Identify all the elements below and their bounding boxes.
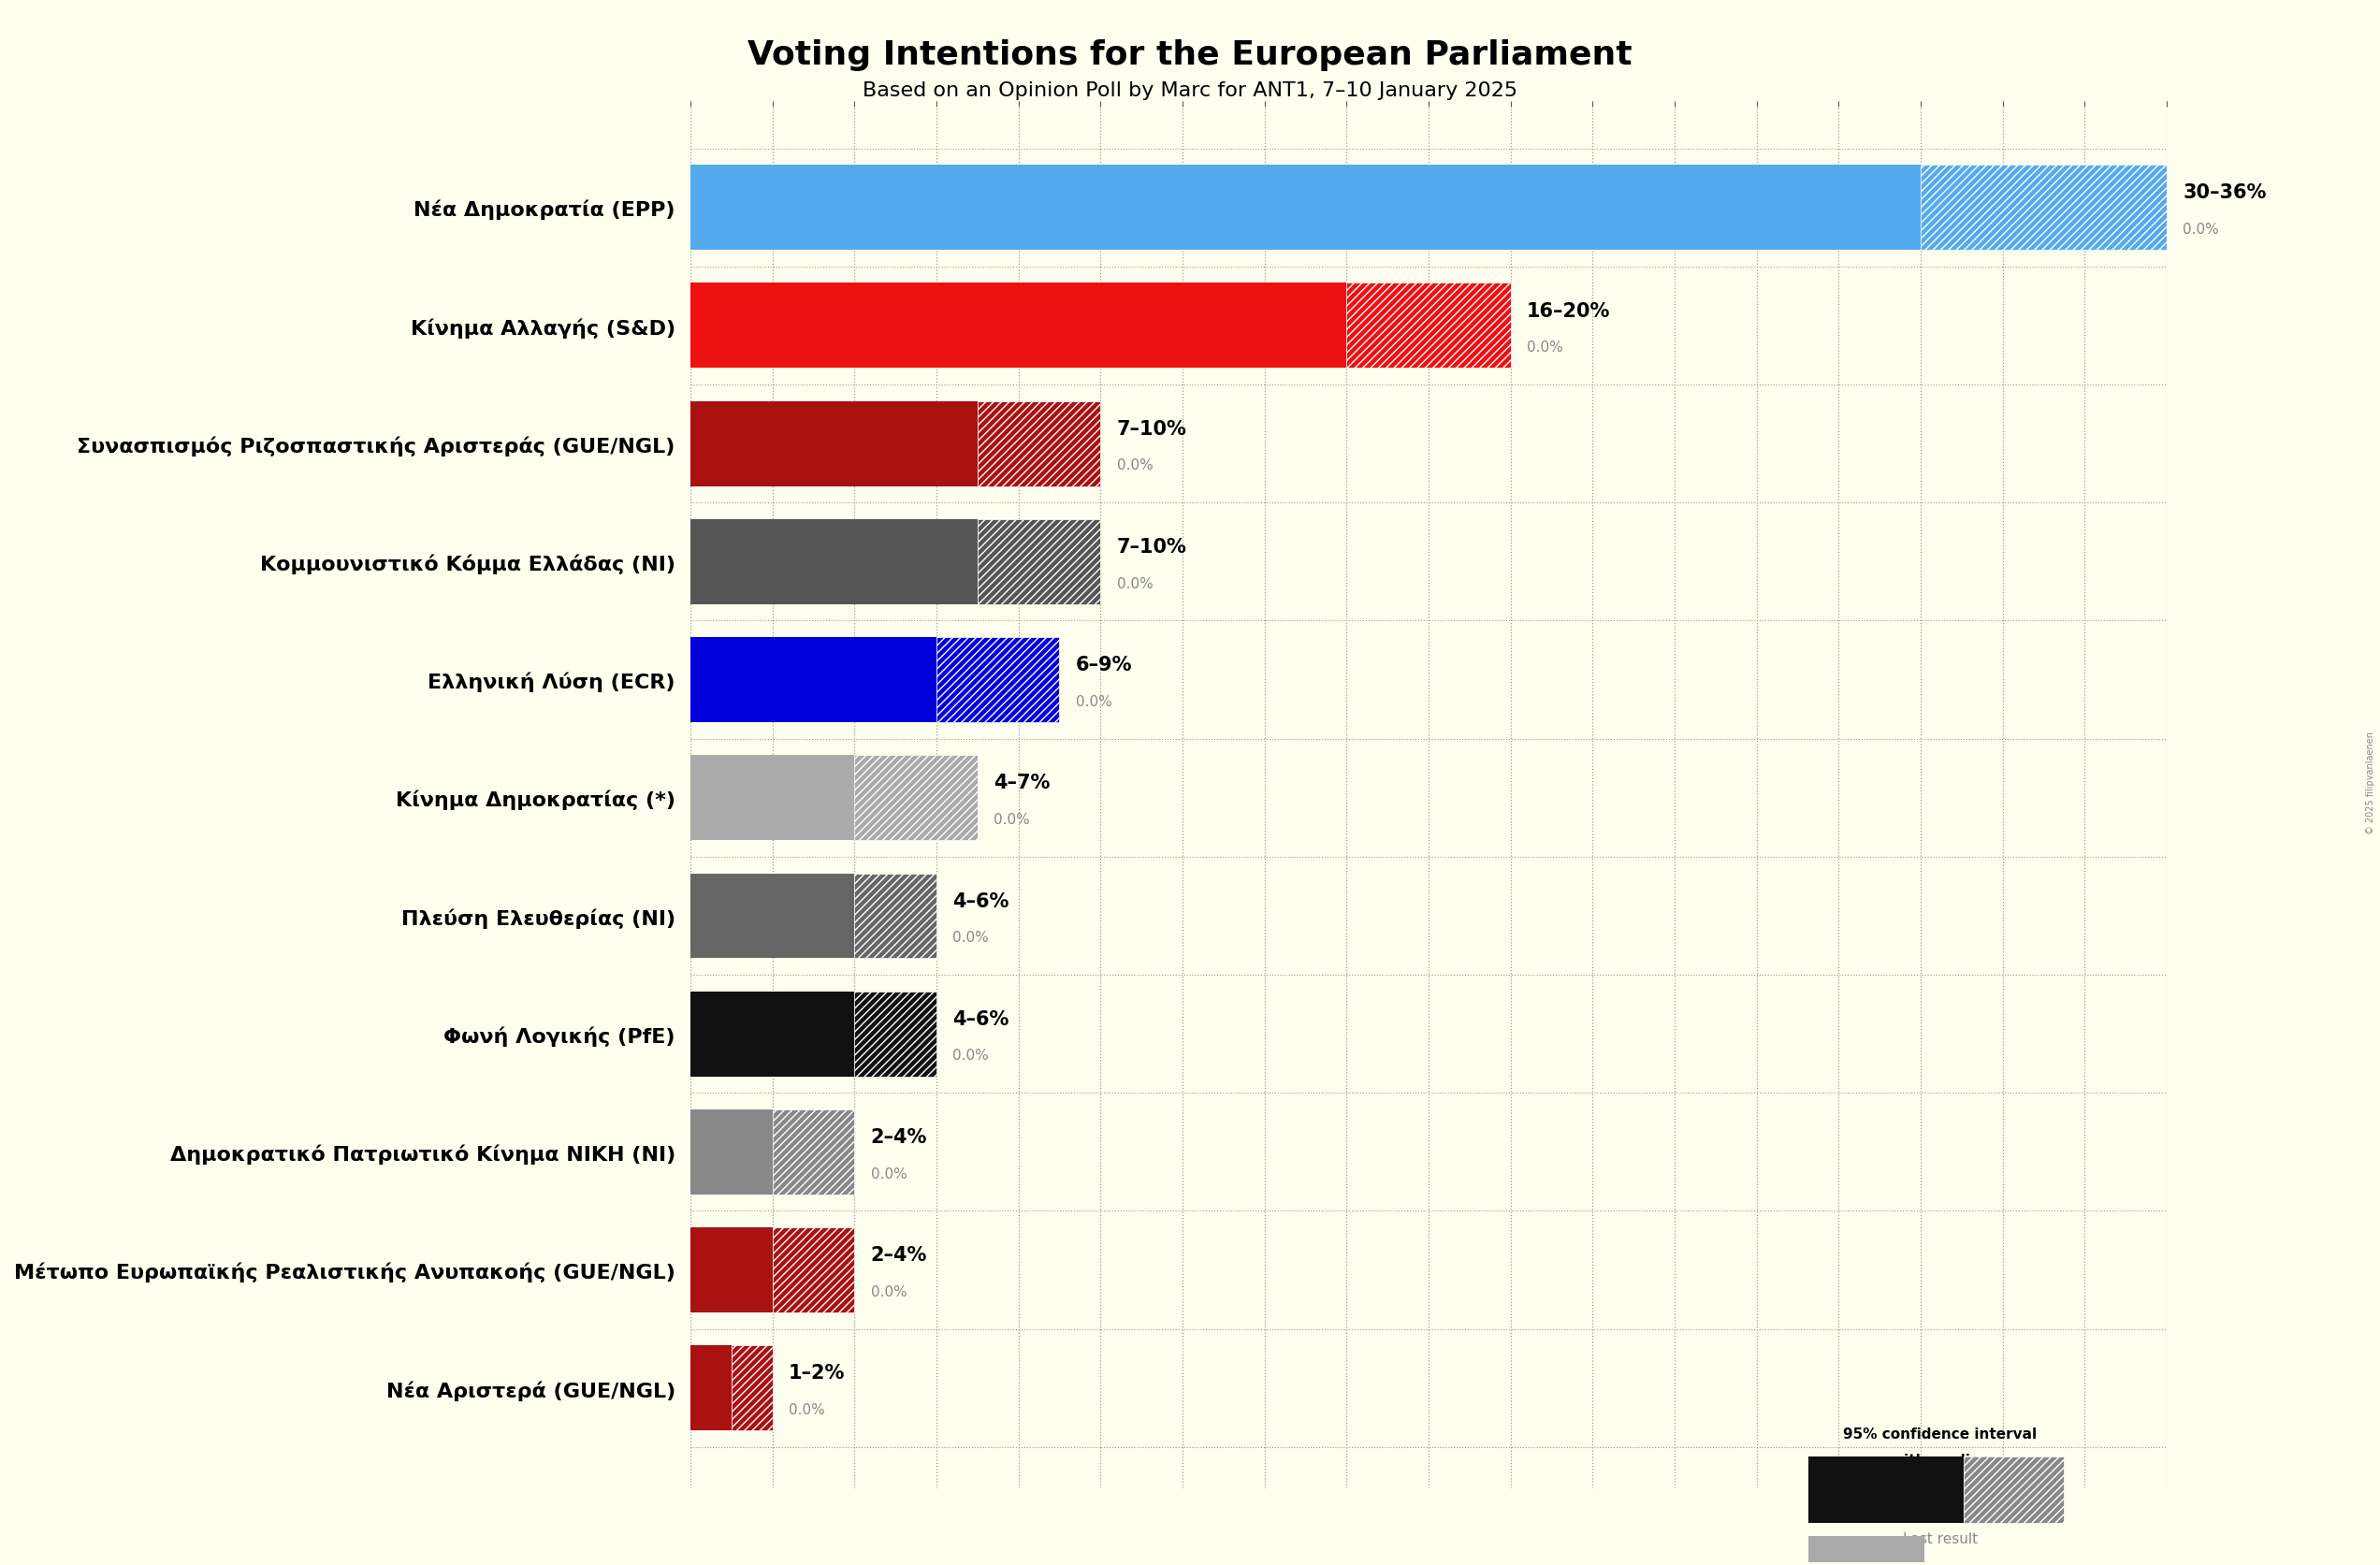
Text: 0.0%: 0.0% xyxy=(1116,459,1152,473)
Text: 0.0%: 0.0% xyxy=(1076,695,1111,709)
Text: 2–4%: 2–4% xyxy=(871,1127,928,1146)
Text: 4–6%: 4–6% xyxy=(952,1009,1009,1028)
Text: 0.0%: 0.0% xyxy=(952,1049,990,1063)
Bar xyxy=(854,992,935,1077)
Bar xyxy=(690,1346,731,1430)
Text: with median: with median xyxy=(1890,1452,1990,1466)
Text: 30–36%: 30–36% xyxy=(2182,183,2266,202)
Text: Voting Intentions for the European Parliament: Voting Intentions for the European Parli… xyxy=(747,39,1633,70)
Text: 0.0%: 0.0% xyxy=(871,1166,907,1180)
Text: 0.0%: 0.0% xyxy=(1116,576,1152,590)
Bar xyxy=(854,756,978,840)
Bar xyxy=(771,1110,854,1194)
Bar xyxy=(1347,283,1511,369)
Text: 4–6%: 4–6% xyxy=(952,892,1009,911)
Text: 7–10%: 7–10% xyxy=(1116,537,1188,556)
Bar xyxy=(1921,166,2166,250)
Text: Last result: Last result xyxy=(1904,1532,1978,1546)
Text: © 2025 filipvanlaenen: © 2025 filipvanlaenen xyxy=(2366,731,2375,834)
Bar xyxy=(690,992,854,1077)
Bar xyxy=(978,402,1100,487)
Bar xyxy=(731,1346,771,1430)
Text: 2–4%: 2–4% xyxy=(871,1246,928,1265)
Text: Based on an Opinion Poll by Marc for ANT1, 7–10 January 2025: Based on an Opinion Poll by Marc for ANT… xyxy=(862,81,1518,100)
Text: 6–9%: 6–9% xyxy=(1076,656,1133,675)
Bar xyxy=(690,1110,771,1194)
Bar xyxy=(690,1227,771,1313)
Bar xyxy=(854,873,935,959)
Text: 0.0%: 0.0% xyxy=(995,812,1031,826)
Bar xyxy=(771,1227,854,1313)
Text: 0.0%: 0.0% xyxy=(788,1402,826,1416)
Text: 95% confidence interval: 95% confidence interval xyxy=(1844,1427,2037,1440)
Text: 0.0%: 0.0% xyxy=(952,930,990,944)
Text: 0.0%: 0.0% xyxy=(1528,341,1564,354)
Text: 16–20%: 16–20% xyxy=(1528,302,1611,321)
Bar xyxy=(690,402,978,487)
Text: 4–7%: 4–7% xyxy=(995,773,1050,792)
Bar xyxy=(690,283,1347,369)
Bar xyxy=(978,520,1100,604)
Bar xyxy=(690,756,854,840)
Text: 0.0%: 0.0% xyxy=(2182,222,2218,236)
Bar xyxy=(690,637,935,723)
Text: 0.0%: 0.0% xyxy=(871,1285,907,1299)
Bar xyxy=(935,637,1059,723)
Bar xyxy=(690,873,854,959)
Text: 1–2%: 1–2% xyxy=(788,1363,845,1382)
Bar xyxy=(690,520,978,604)
Text: 7–10%: 7–10% xyxy=(1116,419,1188,438)
Bar xyxy=(690,166,1921,250)
